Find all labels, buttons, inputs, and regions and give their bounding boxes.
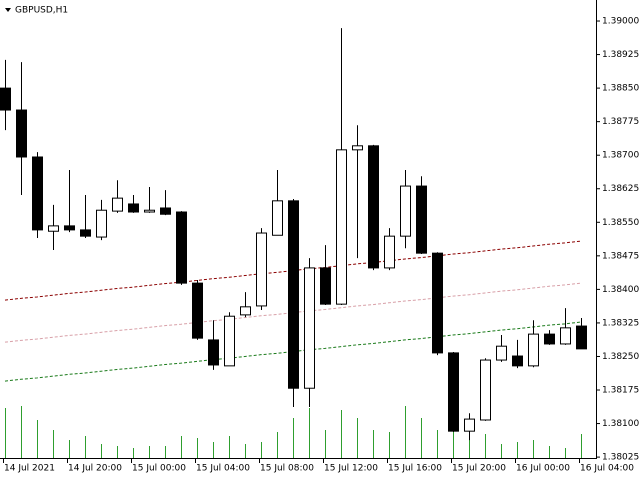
candle-body — [352, 145, 363, 151]
y-tick-label: 1.38925 — [602, 50, 639, 60]
candle-body — [272, 200, 283, 236]
candle-body — [16, 109, 27, 158]
title-arrow — [5, 8, 11, 12]
candle-body — [416, 185, 427, 254]
candle-body — [368, 145, 379, 269]
candle-body — [448, 352, 459, 432]
candle-body — [256, 232, 267, 307]
candle-body — [208, 339, 219, 366]
chart-title: GBPUSD,H1 — [15, 6, 68, 16]
x-tick-label: 15 Jul 00:00 — [132, 464, 186, 474]
candle-body — [224, 315, 235, 367]
candle-body — [512, 355, 523, 367]
candle-body — [528, 333, 539, 367]
candle-body — [496, 345, 507, 361]
candle-body — [112, 197, 123, 212]
candle-body — [176, 211, 187, 284]
y-tick-label: 1.38025 — [602, 453, 639, 463]
x-tick-label: 15 Jul 12:00 — [324, 464, 378, 474]
candle-body — [288, 200, 299, 389]
x-tick-label: 14 Jul 2021 — [4, 464, 55, 474]
y-tick-label: 1.38775 — [602, 117, 639, 127]
y-tick-label: 1.38700 — [602, 151, 639, 161]
candle-body — [464, 418, 475, 432]
x-tick-label: 15 Jul 04:00 — [196, 464, 250, 474]
candle-body — [336, 149, 347, 305]
candle-body — [80, 229, 91, 237]
candle-body — [304, 267, 315, 389]
candle-body — [192, 282, 203, 339]
candle-body — [400, 185, 411, 237]
moving-average — [4, 240, 582, 301]
moving-average — [4, 282, 582, 343]
y-tick-label: 1.38625 — [602, 184, 639, 194]
y-tick-label: 1.38250 — [602, 352, 639, 362]
candle-body — [384, 235, 395, 269]
y-tick-label: 1.38550 — [602, 218, 639, 228]
x-tick-label: 15 Jul 20:00 — [452, 464, 506, 474]
moving-average — [4, 321, 582, 382]
y-tick-label: 1.38400 — [602, 285, 639, 295]
candle-body — [48, 225, 59, 232]
x-tick-label: 16 Jul 00:00 — [516, 464, 570, 474]
candle-body — [320, 267, 331, 305]
x-tick-label: 14 Jul 20:00 — [68, 464, 122, 474]
candle-body — [544, 333, 555, 345]
candle-body — [96, 209, 107, 238]
candle-body — [576, 325, 587, 350]
y-tick-label: 1.39000 — [602, 17, 639, 27]
y-tick-label: 1.38325 — [602, 318, 639, 328]
candle-body — [32, 156, 43, 231]
x-tick-label: 15 Jul 16:00 — [388, 464, 442, 474]
candle-body — [64, 225, 75, 231]
candle-body — [480, 359, 491, 421]
y-tick-label: 1.38175 — [602, 386, 639, 396]
candle-body — [144, 209, 155, 213]
candle-body — [128, 203, 139, 213]
candle-body — [160, 207, 171, 215]
candle-body — [432, 252, 443, 354]
candle-body — [240, 306, 251, 316]
candle-body — [0, 87, 11, 111]
y-tick-label: 1.38850 — [602, 84, 639, 94]
x-tick-label: 15 Jul 08:00 — [260, 464, 314, 474]
y-tick-label: 1.38100 — [602, 419, 639, 429]
candle-body — [560, 327, 571, 345]
x-tick-label: 16 Jul 04:00 — [580, 464, 634, 474]
y-tick-label: 1.38475 — [602, 251, 639, 261]
